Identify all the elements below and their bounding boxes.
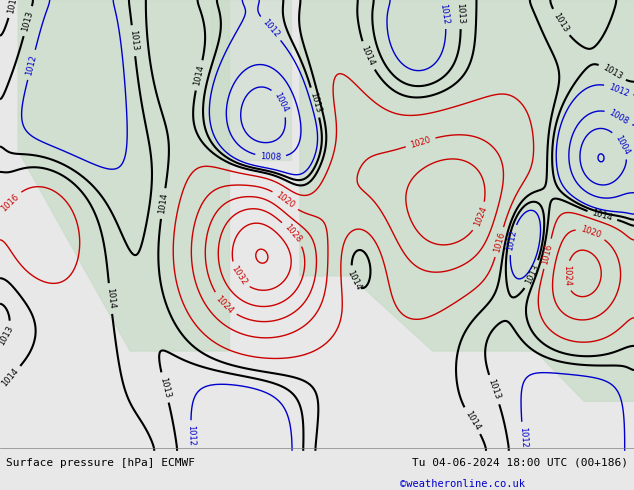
Text: 1014: 1014 — [463, 409, 482, 432]
Text: 1013: 1013 — [158, 376, 172, 399]
Text: 1008: 1008 — [607, 108, 630, 126]
Text: 1024: 1024 — [472, 205, 488, 228]
Text: 1024: 1024 — [562, 265, 571, 287]
Text: 1014: 1014 — [6, 0, 19, 14]
Text: 1013: 1013 — [524, 263, 541, 286]
Text: 1012: 1012 — [186, 425, 196, 446]
Text: 1016: 1016 — [492, 231, 507, 253]
Text: 1014: 1014 — [346, 269, 363, 292]
Text: 1020: 1020 — [409, 135, 432, 149]
Text: 1014: 1014 — [591, 209, 614, 223]
Text: ©weatheronline.co.uk: ©weatheronline.co.uk — [400, 479, 526, 489]
Text: 1014: 1014 — [359, 45, 376, 67]
Text: 1028: 1028 — [283, 223, 303, 245]
Text: 1013: 1013 — [128, 30, 139, 52]
Text: 1012: 1012 — [439, 2, 451, 25]
Text: 1024: 1024 — [214, 294, 235, 315]
Text: 1012: 1012 — [607, 82, 630, 98]
Text: 1014: 1014 — [192, 64, 206, 87]
Text: 1013: 1013 — [21, 10, 35, 32]
Text: 1013: 1013 — [455, 3, 465, 25]
Text: 1013: 1013 — [601, 63, 624, 81]
Text: Surface pressure [hPa] ECMWF: Surface pressure [hPa] ECMWF — [6, 458, 195, 468]
Text: 1014: 1014 — [157, 193, 169, 215]
Text: 1014: 1014 — [0, 367, 20, 389]
Text: Tu 04-06-2024 18:00 UTC (00+186): Tu 04-06-2024 18:00 UTC (00+186) — [411, 458, 628, 468]
Text: 1016: 1016 — [541, 243, 555, 265]
Text: 1008: 1008 — [260, 152, 281, 162]
Text: 1012: 1012 — [517, 426, 528, 448]
Text: 1013: 1013 — [551, 11, 570, 34]
Text: 1013: 1013 — [308, 91, 322, 114]
Text: 1012: 1012 — [25, 53, 39, 76]
Text: 1013: 1013 — [0, 324, 15, 347]
Text: 1020: 1020 — [274, 191, 297, 210]
Text: 1004: 1004 — [613, 133, 631, 156]
Text: 1032: 1032 — [229, 265, 248, 287]
Text: 1020: 1020 — [579, 225, 602, 240]
Text: 1013: 1013 — [486, 378, 502, 401]
Text: 1004: 1004 — [273, 91, 290, 114]
Text: 1012: 1012 — [505, 228, 519, 251]
Text: 1014: 1014 — [105, 288, 116, 310]
Text: 1016: 1016 — [0, 193, 21, 214]
Text: 1012: 1012 — [261, 18, 281, 39]
